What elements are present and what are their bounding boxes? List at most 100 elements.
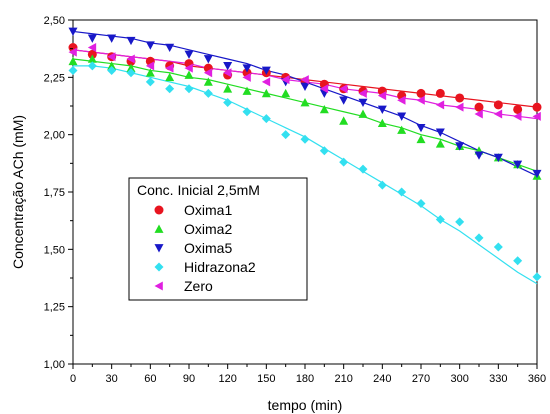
x-tick-label: 300 — [450, 373, 468, 385]
point-zero — [532, 111, 541, 121]
point-oxima5 — [532, 169, 542, 179]
point-hidrazona2 — [223, 98, 233, 108]
point-zero — [455, 102, 464, 112]
point-oxima1 — [532, 102, 542, 112]
point-hidrazona2 — [165, 84, 175, 94]
point-zero — [223, 68, 232, 78]
point-zero — [261, 77, 271, 87]
x-tick-label: 330 — [489, 373, 507, 385]
point-oxima5 — [493, 153, 503, 163]
point-zero — [203, 68, 213, 78]
point-oxima2 — [300, 98, 310, 107]
point-oxima5 — [145, 41, 155, 50]
point-oxima5 — [397, 112, 407, 121]
point-oxima5 — [416, 123, 426, 133]
point-oxima5 — [126, 36, 136, 46]
point-zero — [397, 95, 406, 105]
y-tick-label: 2,25 — [44, 72, 65, 84]
legend-label-hidrazona2: Hidrazona2 — [184, 259, 256, 275]
point-oxima5 — [242, 64, 252, 73]
point-oxima2 — [165, 72, 175, 82]
point-oxima5 — [339, 96, 349, 105]
legend-marker-zero — [154, 281, 163, 291]
point-oxima5 — [513, 160, 523, 169]
point-oxima5 — [474, 151, 484, 160]
point-oxima2 — [184, 70, 194, 79]
point-oxima5 — [300, 82, 310, 92]
x-tick-label: 90 — [183, 373, 195, 385]
point-hidrazona2 — [87, 61, 97, 71]
point-zero — [184, 63, 193, 73]
y-tick-label: 1,25 — [44, 302, 65, 314]
point-hidrazona2 — [339, 157, 349, 167]
point-zero — [339, 84, 348, 94]
point-hidrazona2 — [416, 198, 426, 208]
point-oxima5 — [68, 27, 78, 36]
point-zero — [87, 43, 97, 53]
point-hidrazona2 — [184, 84, 194, 94]
x-tick-label: 270 — [412, 373, 430, 385]
point-hidrazona2 — [242, 107, 252, 117]
legend-marker-oxima2 — [154, 224, 164, 233]
legend-label-oxima2: Oxima2 — [184, 221, 232, 237]
y-tick-label: 1,00 — [44, 359, 65, 371]
point-oxima1 — [455, 93, 465, 103]
legend-label-oxima1: Oxima1 — [184, 202, 232, 218]
point-zero — [416, 95, 425, 105]
point-zero — [300, 75, 309, 85]
point-hidrazona2 — [435, 215, 445, 225]
point-oxima2 — [107, 61, 117, 70]
point-oxima1 — [416, 88, 426, 98]
point-oxima5 — [455, 142, 465, 151]
x-tick-label: 240 — [373, 373, 391, 385]
point-zero — [242, 72, 251, 82]
point-oxima5 — [358, 98, 368, 108]
point-zero — [319, 84, 329, 94]
point-oxima5 — [203, 55, 213, 64]
point-oxima1 — [87, 49, 97, 59]
legend-label-oxima5: Oxima5 — [184, 240, 232, 256]
x-tick-label: 150 — [257, 373, 275, 385]
y-axis-title: Concentração ACh (mM) — [10, 115, 26, 269]
legend-label-zero: Zero — [184, 278, 213, 294]
legend-title: Conc. Inicial 2,5mM — [137, 182, 260, 198]
point-zero — [474, 109, 483, 119]
x-tick-label: 210 — [334, 373, 352, 385]
point-zero — [68, 47, 77, 57]
point-oxima2 — [68, 56, 78, 66]
point-hidrazona2 — [358, 164, 368, 174]
point-hidrazona2 — [397, 187, 407, 197]
point-zero — [165, 63, 174, 73]
point-oxima2 — [397, 125, 407, 134]
point-oxima2 — [242, 86, 252, 95]
x-axis-title: tempo (min) — [268, 397, 343, 413]
point-oxima2 — [203, 77, 213, 86]
legend-marker-oxima5 — [154, 244, 164, 253]
y-axis: 1,00 1,25 1,50 1,75 2,00 2,25 2,50 — [44, 15, 73, 371]
point-hidrazona2 — [377, 180, 387, 190]
point-hidrazona2 — [107, 65, 117, 75]
x-tick-label: 0 — [70, 373, 76, 385]
point-zero — [513, 111, 522, 121]
point-zero — [435, 100, 445, 110]
point-zero — [126, 54, 135, 64]
point-hidrazona2 — [126, 68, 136, 78]
point-hidrazona2 — [532, 272, 542, 282]
legend-marker-oxima1 — [154, 205, 164, 215]
point-hidrazona2 — [493, 242, 503, 252]
point-oxima2 — [416, 134, 426, 144]
point-oxima5 — [184, 50, 194, 59]
point-oxima5 — [107, 34, 117, 43]
point-zero — [145, 61, 155, 71]
point-oxima2 — [435, 139, 445, 148]
point-oxima5 — [435, 128, 445, 137]
point-oxima1 — [493, 100, 503, 110]
point-oxima2 — [319, 104, 329, 114]
point-hidrazona2 — [474, 233, 484, 243]
point-oxima5 — [223, 62, 233, 71]
point-oxima2 — [87, 54, 97, 63]
legend: Conc. Inicial 2,5mM Oxima1 Oxima2 Oxima5 Hi… — [128, 177, 308, 301]
point-hidrazona2 — [281, 130, 291, 140]
legend-marker-hidrazona2 — [154, 262, 164, 272]
